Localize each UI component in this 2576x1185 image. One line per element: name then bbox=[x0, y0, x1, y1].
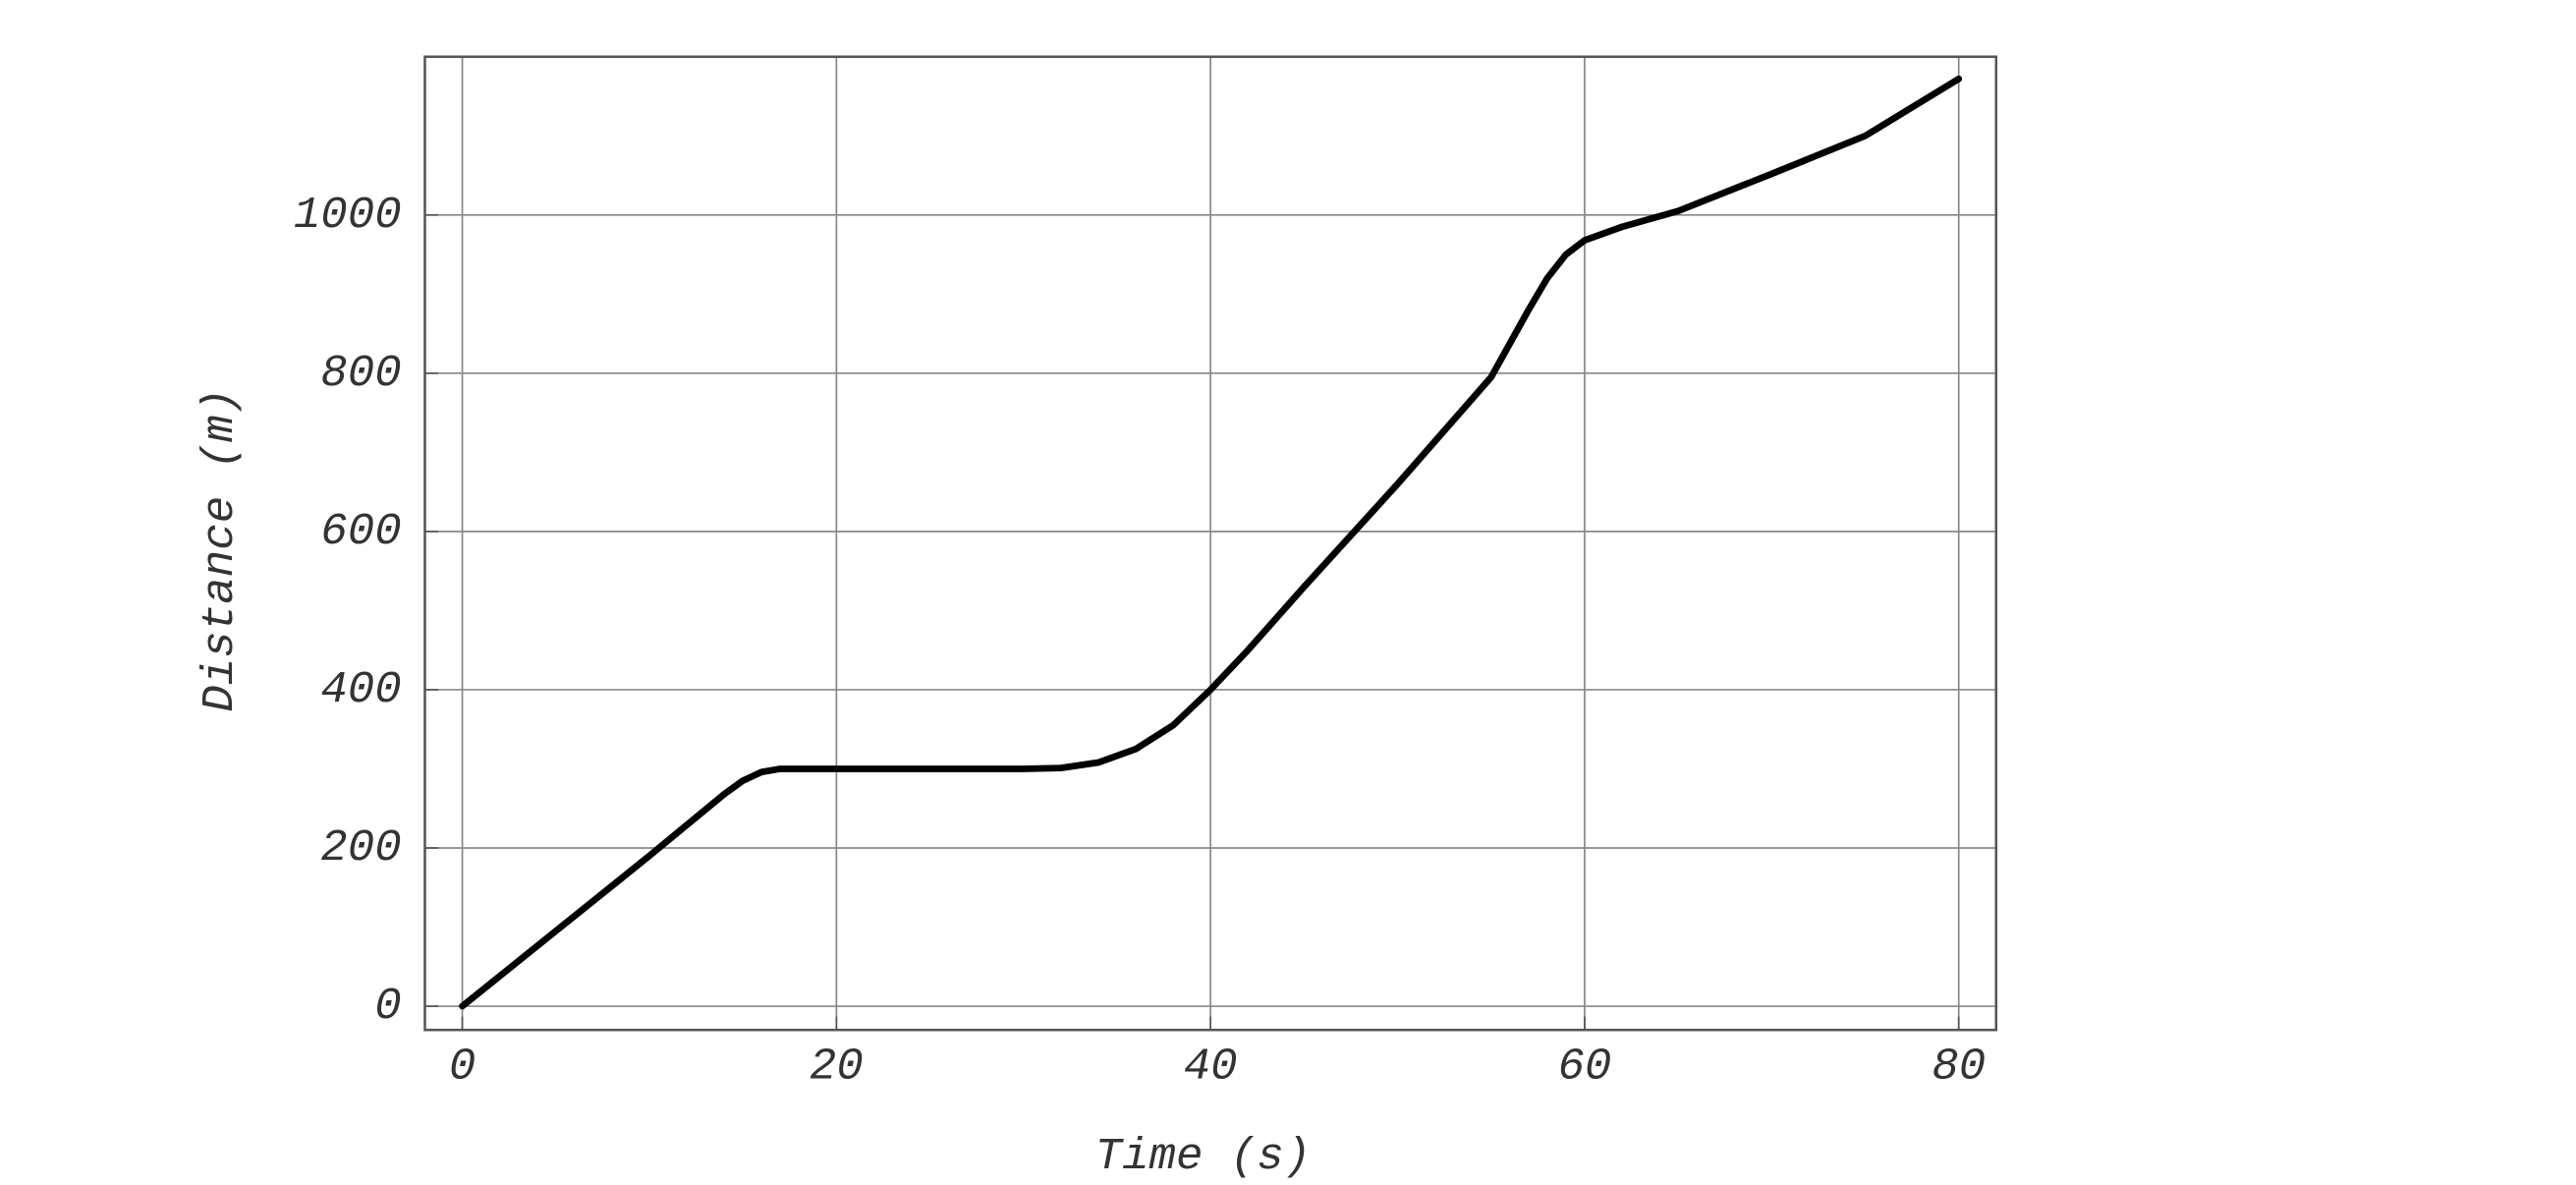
x-axis-label: Time (s) bbox=[1095, 1131, 1312, 1182]
x-tick-label: 20 bbox=[810, 1042, 864, 1093]
y-tick-label: 600 bbox=[320, 506, 401, 557]
y-tick-label: 400 bbox=[320, 664, 401, 715]
x-tick-label: 80 bbox=[1932, 1042, 1986, 1093]
y-tick-label: 1000 bbox=[294, 190, 402, 241]
y-tick-label: 0 bbox=[374, 981, 401, 1032]
x-tick-label: 60 bbox=[1557, 1042, 1611, 1093]
plot-frame bbox=[423, 55, 1998, 1032]
line-series bbox=[459, 75, 1963, 1010]
y-axis-label: Distance (m) bbox=[195, 388, 246, 712]
x-tick-label: 0 bbox=[449, 1042, 476, 1093]
x-tick-label: 40 bbox=[1184, 1042, 1238, 1093]
y-tick-label: 200 bbox=[320, 822, 401, 874]
y-tick-label: 800 bbox=[320, 348, 401, 399]
